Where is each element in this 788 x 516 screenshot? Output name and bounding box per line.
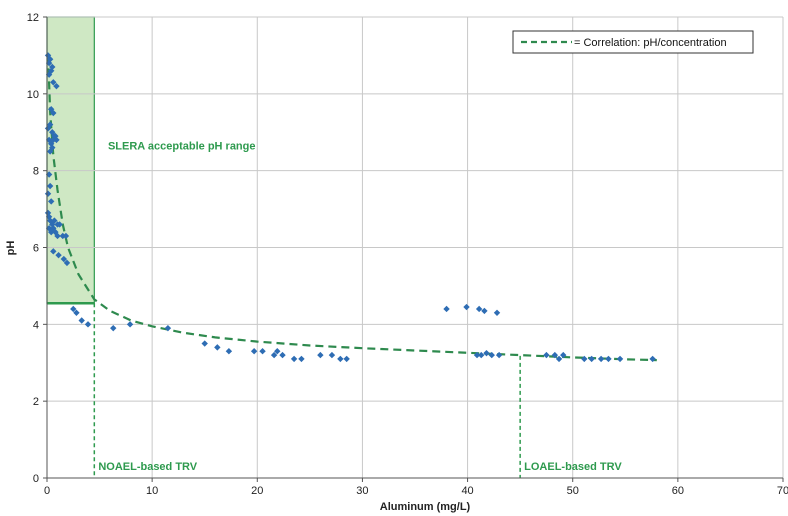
data-point: [49, 144, 56, 151]
data-point: [70, 305, 77, 313]
data-point: [53, 82, 60, 90]
data-point: [495, 351, 503, 359]
data-point: [73, 309, 80, 317]
data-point: [49, 63, 56, 71]
data-point: [274, 348, 281, 355]
data-point: [44, 125, 52, 132]
data-point: [46, 217, 54, 224]
data-point: [78, 317, 85, 324]
data-point: [44, 190, 52, 197]
data-point: [605, 355, 612, 363]
region-label: SLERA acceptable pH range: [108, 141, 256, 153]
y-tick-label: 10: [27, 89, 39, 101]
reference-lines: [93, 303, 521, 478]
data-point: [214, 344, 221, 351]
data-point: [279, 351, 286, 359]
data-point: [443, 305, 450, 313]
data-point: [317, 351, 324, 359]
data-point: [478, 351, 485, 359]
data-point: [45, 59, 53, 67]
y-tick-label: 6: [33, 243, 39, 255]
y-tick-label: 8: [33, 166, 39, 178]
y-tick-label: 4: [33, 319, 39, 331]
data-point: [49, 129, 56, 136]
data-point: [343, 355, 350, 363]
data-point: [250, 348, 258, 355]
y-tick-label: 2: [33, 396, 39, 408]
x-tick-label: 60: [672, 485, 684, 497]
data-point: [46, 121, 54, 128]
data-point: [543, 351, 550, 359]
data-point: [493, 309, 501, 317]
data-point: [53, 136, 60, 144]
data-point: [164, 324, 172, 332]
data-point: [259, 348, 266, 355]
y-axis-label: pH: [5, 241, 17, 256]
data-point: [50, 248, 57, 255]
y-tick-label: 12: [27, 12, 39, 24]
data-point: [50, 79, 57, 86]
data-point: [45, 171, 53, 178]
x-axis-label: Aluminum (mg/L): [380, 501, 471, 513]
data-point: [588, 355, 595, 363]
data-point: [51, 217, 58, 224]
data-point: [63, 259, 71, 267]
legend-label: = Correlation: pH/concentration: [574, 37, 727, 49]
data-point: [488, 351, 495, 359]
x-tick-label: 50: [567, 485, 579, 497]
x-tick-label: 40: [461, 485, 473, 497]
legend-box: [512, 30, 754, 54]
data-point: [475, 305, 483, 313]
data-point: [48, 67, 55, 74]
data-point: [201, 340, 208, 347]
data-point: [473, 351, 481, 359]
data-point: [290, 355, 298, 363]
noael-label: NOAEL-based TRV: [98, 461, 197, 473]
data-point: [298, 355, 305, 363]
x-tick-label: 30: [356, 485, 368, 497]
data-point: [225, 348, 233, 355]
data-point: [84, 321, 92, 328]
data-point: [52, 228, 59, 236]
legend: = Correlation: pH/concentration: [512, 30, 754, 54]
data-point: [337, 355, 344, 363]
data-point: [551, 351, 559, 359]
data-point: [46, 56, 54, 63]
grid-lines: [47, 16, 784, 478]
data-point: [50, 109, 57, 117]
data-point: [45, 213, 53, 220]
data-point: [60, 255, 68, 263]
data-point: [55, 251, 62, 259]
data-point: [581, 355, 588, 363]
data-point: [270, 351, 278, 359]
data-point: [110, 324, 117, 332]
data-points: [44, 52, 656, 363]
data-point: [56, 221, 63, 228]
data-point: [328, 351, 336, 359]
data-point: [463, 303, 470, 311]
data-point: [48, 228, 55, 236]
data-point: [560, 351, 567, 359]
data-point: [48, 198, 55, 205]
data-point: [126, 321, 134, 328]
data-point: [649, 355, 656, 363]
data-point: [481, 307, 488, 315]
x-tick-label: 20: [251, 485, 263, 497]
data-point: [62, 232, 70, 240]
data-point: [597, 355, 605, 363]
x-tick-label: 0: [44, 485, 50, 497]
loael-label: LOAEL-based TRV: [524, 461, 622, 473]
data-point: [46, 182, 54, 190]
x-tick-label: 10: [146, 485, 158, 497]
data-point: [555, 355, 563, 363]
data-point: [48, 106, 55, 113]
axes: 0 2 4 6 8 10 12 0 10 20 30 40 50 60 70: [27, 12, 788, 497]
x-tick-label: 70: [777, 485, 788, 497]
data-point: [54, 232, 61, 240]
data-point: [616, 355, 624, 363]
y-tick-label: 0: [33, 473, 39, 485]
data-point: [483, 349, 490, 357]
data-point: [45, 71, 53, 78]
